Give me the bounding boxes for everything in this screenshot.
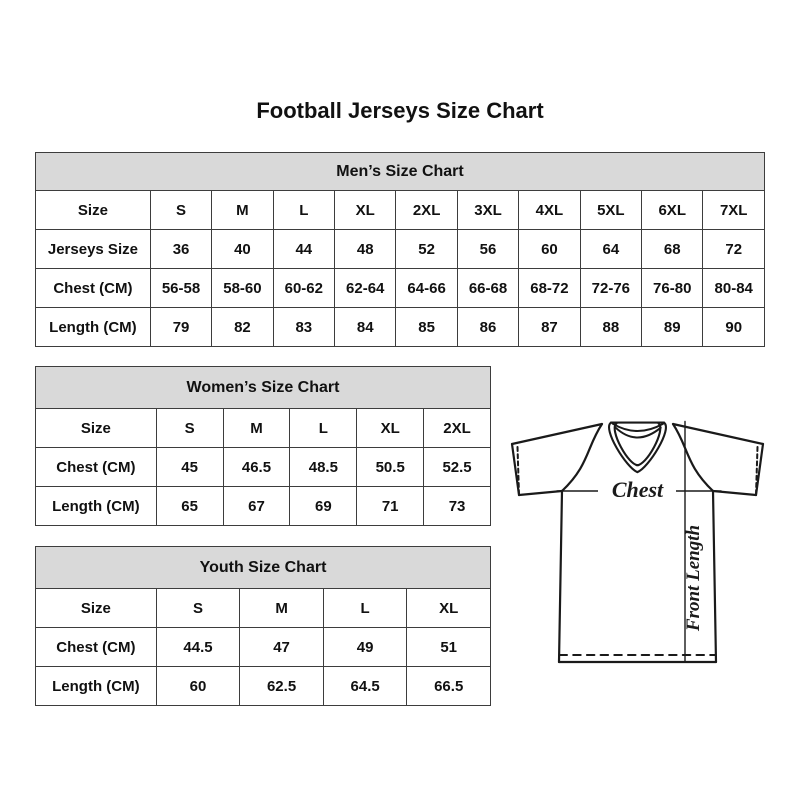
svg-text:Front Length: Front Length xyxy=(683,525,704,632)
svg-text:Chest: Chest xyxy=(612,477,664,502)
